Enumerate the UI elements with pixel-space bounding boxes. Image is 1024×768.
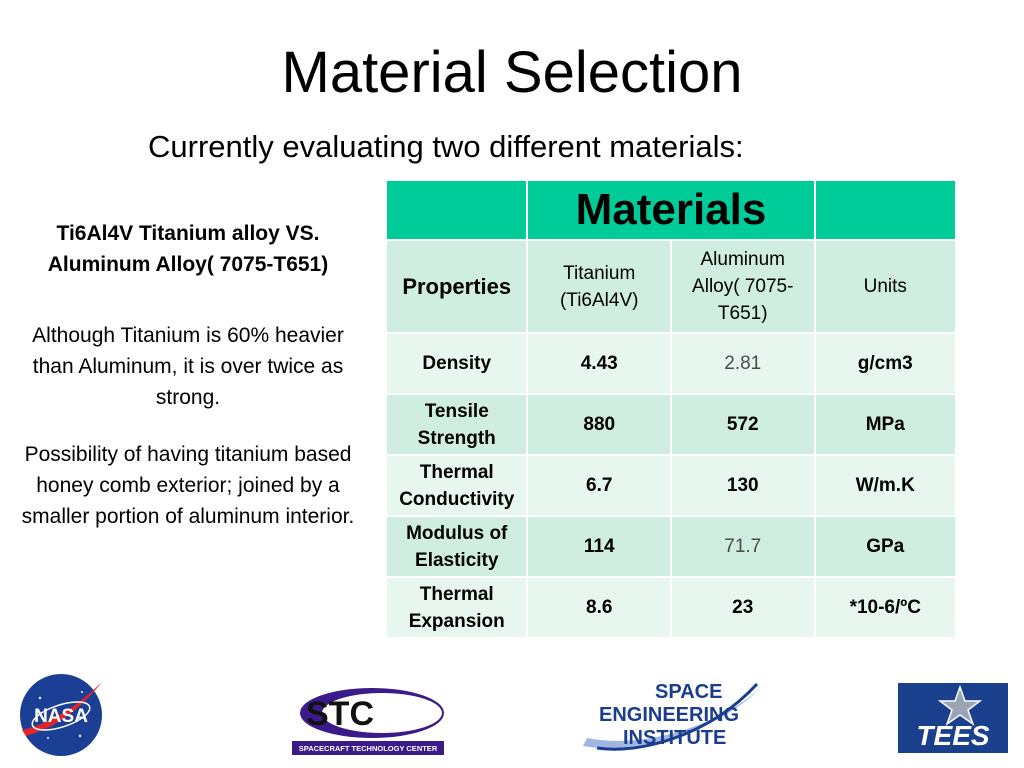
paragraph-honeycomb: Possibility of having titanium based hon… [21,443,355,528]
row-property: Density [384,332,529,395]
row-units: *10-6/ºC [813,576,958,639]
row-units: MPa [813,393,958,456]
row-units: g/cm3 [813,332,958,395]
sei-line-3: INSTITUTE [623,727,726,749]
paragraph-weight-strength: Although Titanium is 60% heavier than Al… [32,324,344,409]
row-aluminum: 130 [669,454,816,517]
row-property: Tensile Strength [384,393,529,456]
row-aluminum: 2.81 [669,332,816,395]
nasa-logo: NASA [20,674,102,756]
slide-title: Material Selection [281,40,743,105]
nasa-logo-text: NASA [34,706,88,727]
row-titanium: 6.7 [526,454,672,517]
row-aluminum: 23 [669,576,816,639]
header-empty-cell [384,179,529,241]
row-property: Modulus of Elasticity [384,515,529,578]
row-units: W/m.K [813,454,958,517]
sei-line-1: SPACE [655,681,722,703]
table-header-row: Materials [384,179,958,241]
tees-logo: TEES [898,683,1008,753]
stc-caption: SPACECRAFT TECHNOLOGY CENTER [299,744,438,753]
slide-subtitle: Currently evaluating two different mater… [148,129,744,164]
table-row: Thermal Expansion 8.6 23 *10-6/ºC [384,576,958,639]
comparison-heading: Ti6Al4V Titanium alloy VS. Aluminum Allo… [47,222,329,276]
row-titanium: 114 [526,515,672,578]
stc-logo: STC SPACECRAFT TECHNOLOGY CENTER [292,688,444,755]
row-aluminum: 572 [669,393,816,456]
table-row: Density 4.43 2.81 g/cm3 [384,332,958,395]
row-aluminum: 71.7 [669,515,816,578]
col-titanium: Titanium (Ti6Al4V) [526,239,672,334]
col-units: Units [813,239,958,334]
row-property: Thermal Conductivity [384,454,529,517]
tees-logo-text: TEES [916,720,989,751]
stc-logo-text: STC [306,695,374,733]
row-titanium: 4.43 [526,332,672,395]
materials-header: Materials [526,179,816,241]
column-header-row: Properties Titanium (Ti6Al4V) Aluminum A… [384,239,958,334]
table-row: Tensile Strength 880 572 MPa [384,393,958,456]
materials-table: Materials Properties Titanium (Ti6Al4V) … [384,179,958,639]
header-empty-cell [813,179,958,241]
col-aluminum: Aluminum Alloy( 7075-T651) [669,239,816,334]
sei-line-2: ENGINEERING [599,704,739,726]
row-units: GPa [813,515,958,578]
table-row: Thermal Conductivity 6.7 130 W/m.K [384,454,958,517]
row-titanium: 880 [526,393,672,456]
space-engineering-institute-logo: SPACE ENGINEERING INSTITUTE [583,681,759,751]
row-titanium: 8.6 [526,576,672,639]
table-row: Modulus of Elasticity 114 71.7 GPa [384,515,958,578]
row-property: Thermal Expansion [384,576,529,639]
col-properties: Properties [384,239,529,334]
left-text-column: Ti6Al4V Titanium alloy VS. Aluminum Allo… [12,218,364,558]
